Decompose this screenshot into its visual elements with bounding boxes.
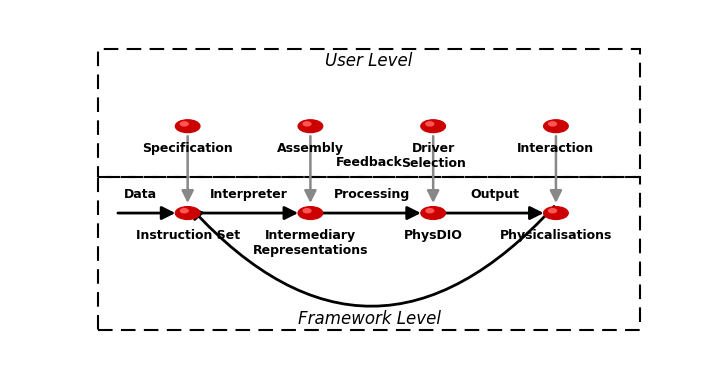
- Circle shape: [549, 122, 557, 126]
- Circle shape: [176, 120, 200, 133]
- Circle shape: [176, 207, 200, 220]
- Text: Driver
Selection: Driver Selection: [401, 142, 466, 170]
- Text: Processing: Processing: [333, 188, 410, 201]
- Text: Intermediary
Representations: Intermediary Representations: [253, 229, 368, 257]
- Circle shape: [303, 209, 311, 213]
- Text: Instruction Set: Instruction Set: [135, 229, 240, 242]
- Circle shape: [426, 209, 433, 213]
- Circle shape: [421, 207, 446, 220]
- Circle shape: [298, 207, 323, 220]
- Circle shape: [549, 209, 557, 213]
- Text: User Level: User Level: [325, 52, 413, 70]
- Text: Interpreter: Interpreter: [210, 188, 288, 201]
- Text: Interaction: Interaction: [518, 142, 595, 155]
- Circle shape: [421, 120, 446, 133]
- Text: Specification: Specification: [143, 142, 233, 155]
- Circle shape: [544, 207, 568, 220]
- Text: Output: Output: [470, 188, 519, 201]
- FancyArrowPatch shape: [192, 206, 554, 306]
- Text: Framework Level: Framework Level: [297, 310, 441, 328]
- Text: Assembly: Assembly: [277, 142, 344, 155]
- Bar: [99, 177, 639, 330]
- Text: Data: Data: [124, 188, 157, 201]
- Text: PhysDIO: PhysDIO: [404, 229, 463, 242]
- Circle shape: [181, 209, 188, 213]
- Circle shape: [303, 122, 311, 126]
- Bar: [99, 50, 639, 177]
- Text: Feedback: Feedback: [336, 156, 402, 169]
- Circle shape: [298, 120, 323, 133]
- Circle shape: [426, 122, 433, 126]
- Circle shape: [544, 120, 568, 133]
- Circle shape: [181, 122, 188, 126]
- Text: Physicalisations: Physicalisations: [500, 229, 612, 242]
